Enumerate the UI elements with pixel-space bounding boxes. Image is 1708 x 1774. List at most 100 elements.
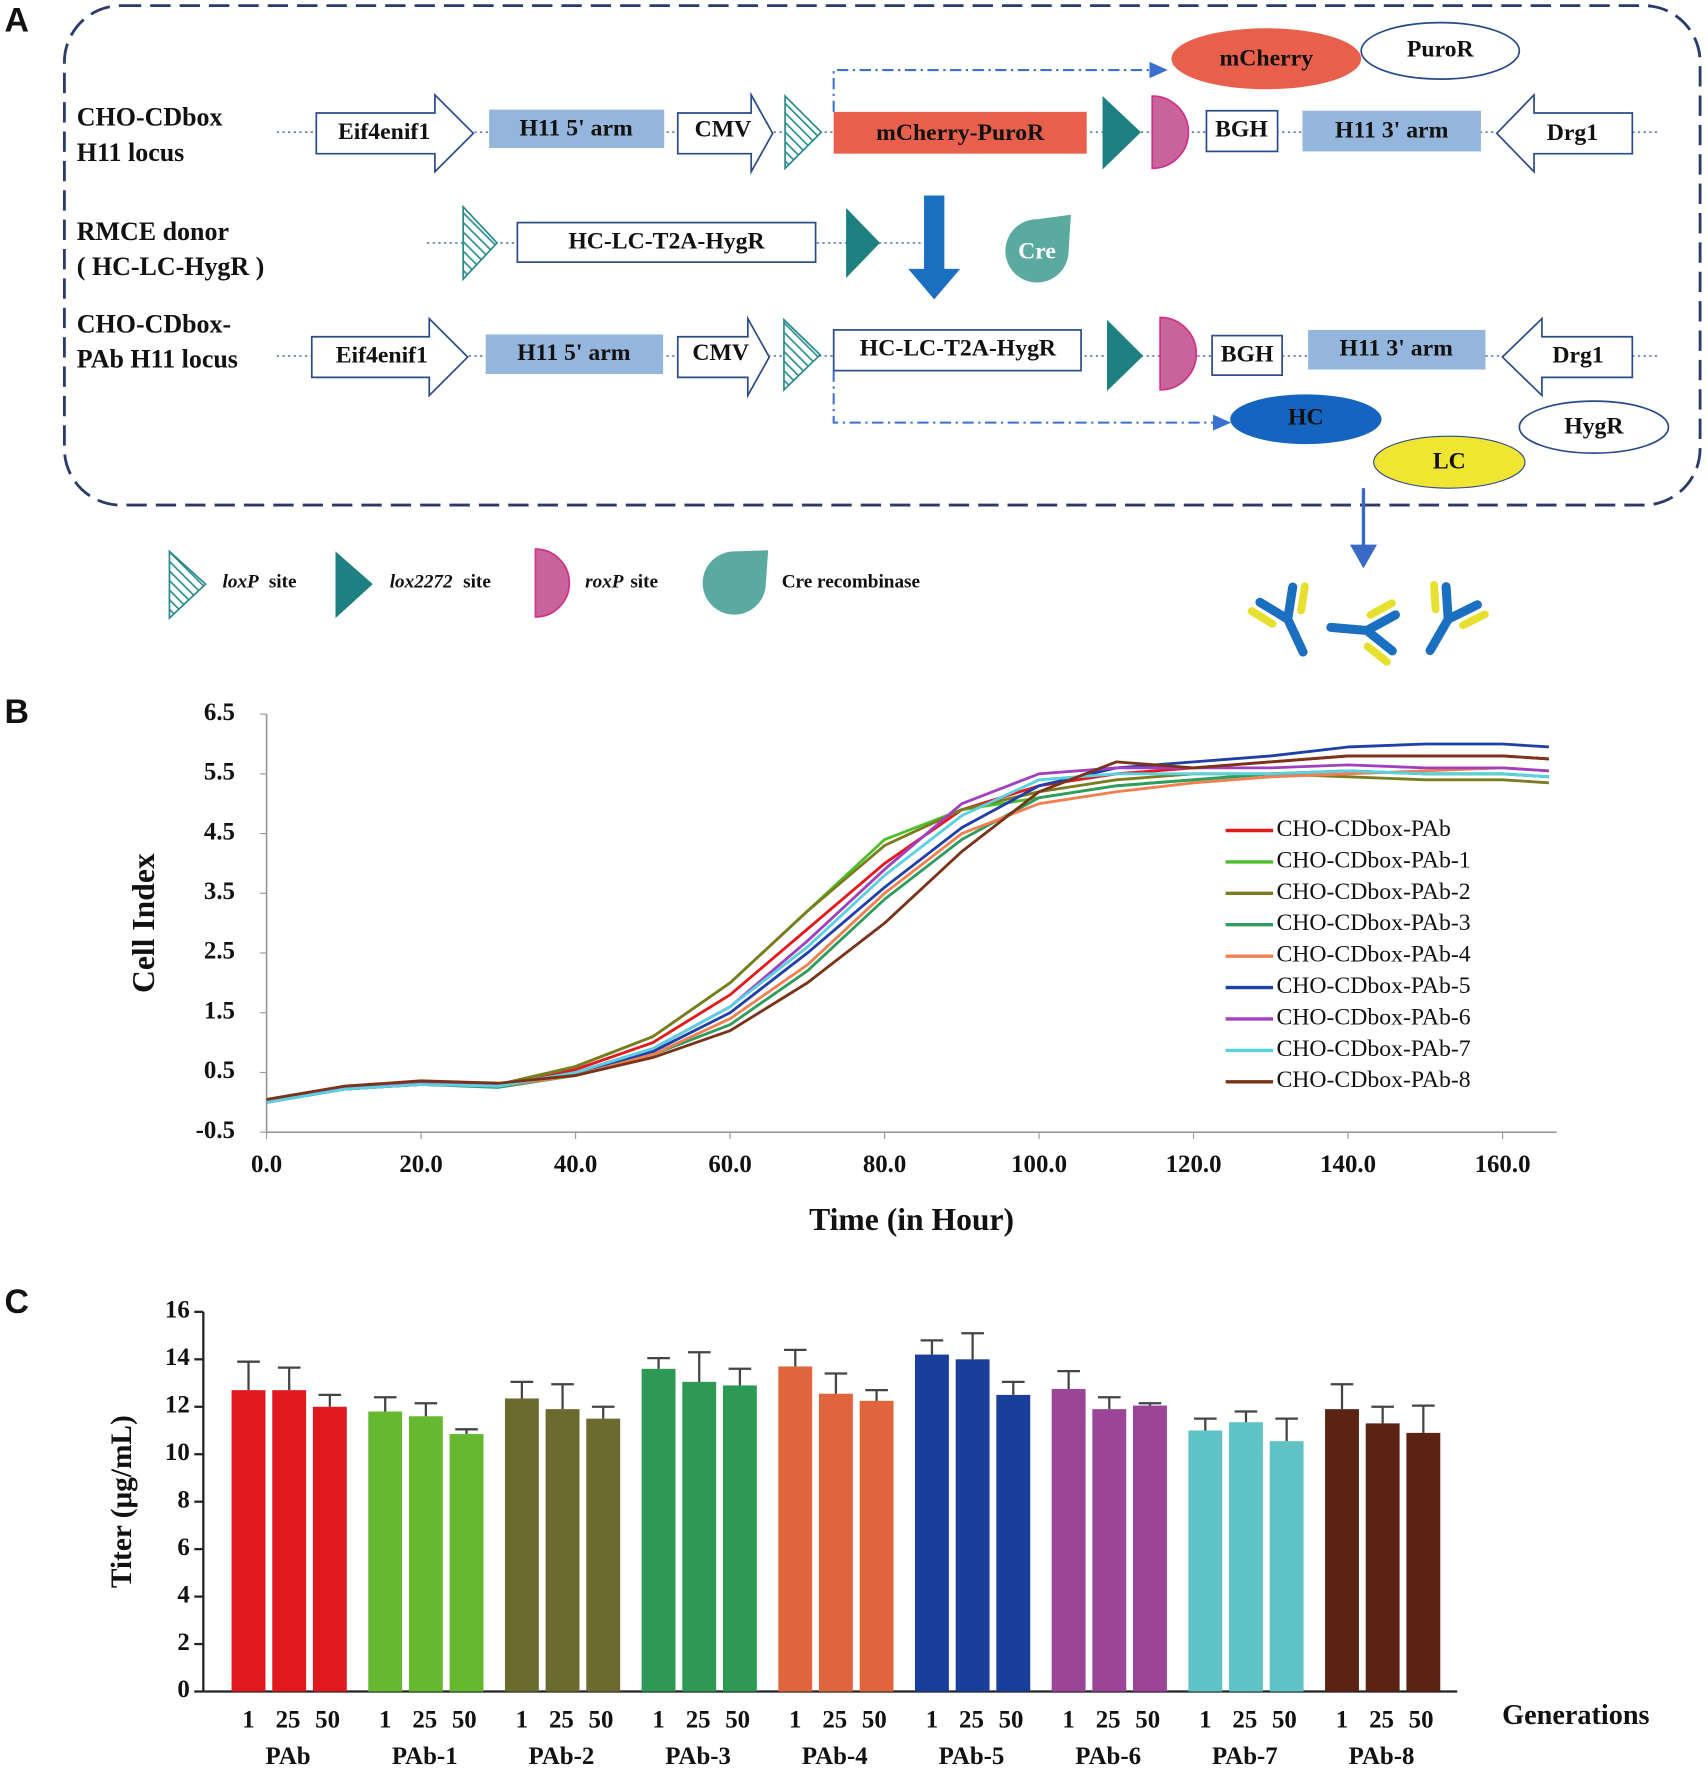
legend-label: site (269, 571, 297, 592)
error-bar (1412, 1404, 1435, 1433)
series-line (266, 754, 1549, 1101)
element-label: H11 3' arm (1335, 118, 1449, 144)
bar (1092, 1409, 1127, 1692)
element-label: Drg1 (1547, 120, 1598, 146)
frame (62, 4, 1702, 507)
element-label: H11 5' arm (517, 340, 631, 366)
cre-icon (1005, 214, 1071, 283)
x-tick-label: 50 (725, 1707, 750, 1734)
bar (1133, 1405, 1167, 1692)
lox2272-site (1107, 319, 1144, 391)
x-tick-label: 25 (959, 1707, 984, 1734)
promoter-arrow (676, 315, 771, 399)
loxp-site (784, 93, 823, 171)
x-tick-label: 20.0 (399, 1151, 442, 1178)
y-axis-label: Titer (μg/mL) (106, 1415, 138, 1588)
legend-symbol (335, 551, 373, 619)
error-bar (510, 1380, 534, 1399)
legend-label: CHO-CDbox-PAb-5 (1276, 973, 1470, 999)
error-bar (1138, 1402, 1162, 1406)
error-bar (277, 1366, 301, 1391)
bar (312, 1406, 347, 1692)
bar (1051, 1388, 1086, 1692)
error-bar (1194, 1417, 1217, 1431)
x-tick-label: 25 (549, 1707, 574, 1734)
bar (1365, 1423, 1400, 1692)
x-tick-label: 1 (242, 1707, 254, 1734)
x-tick-label: 50 (589, 1707, 614, 1734)
error-bar (728, 1367, 752, 1386)
loxp-site (462, 204, 499, 282)
cassette (833, 111, 1087, 154)
legend-label: loxP (223, 571, 260, 592)
legend-label: CHO-CDbox-PAb-4 (1276, 942, 1470, 968)
element-label: BGH (1215, 117, 1268, 143)
element-label: H11 3' arm (1340, 336, 1454, 362)
element-label: HC-LC-T2A-HygR (568, 228, 765, 254)
element-box (1211, 334, 1283, 376)
x-tick-label: 1 (1199, 1707, 1211, 1734)
y-tick-label: 2.5 (204, 938, 235, 965)
group-label: PAb-4 (802, 1743, 868, 1770)
x-tick-label: 140.0 (1320, 1151, 1376, 1178)
x-tick-label: 50 (862, 1707, 887, 1734)
bar (682, 1381, 717, 1692)
group-label: PAb-6 (1075, 1743, 1141, 1770)
x-tick-label: 0.0 (251, 1151, 282, 1178)
product-label: mCherry (1220, 45, 1314, 71)
y-tick-label: -0.5 (196, 1117, 235, 1144)
error-bar (551, 1383, 574, 1410)
element-box (1205, 109, 1279, 153)
bar (1269, 1441, 1304, 1692)
loxp-site (783, 317, 822, 392)
x-tick-label: 25 (1232, 1707, 1257, 1734)
legend-label: CHO-CDbox-PAb-6 (1276, 1004, 1470, 1030)
element-label: Drg1 (1552, 342, 1603, 368)
gene-arrow (1495, 92, 1634, 174)
bar (818, 1393, 853, 1692)
bar (1188, 1430, 1223, 1692)
element-label: mCherry-PuroR (876, 120, 1045, 146)
x-tick-label: 25 (276, 1707, 301, 1734)
x-tick-label: 50 (1409, 1707, 1434, 1734)
element-box (832, 329, 1082, 372)
x-tick-label: 50 (1272, 1707, 1297, 1734)
homology-arm (1302, 110, 1481, 152)
diagram-legend: loxP site lox2272 site roxP site Cre rec… (168, 548, 921, 621)
error-bar (865, 1389, 888, 1401)
legend-label: Cre recombinase (782, 571, 921, 592)
product (1373, 435, 1526, 489)
x-axis-label: Generations (1502, 1700, 1649, 1731)
y-axis-label: Cell Index (126, 853, 161, 993)
legend-label: site (630, 571, 658, 592)
x-tick-label: 25 (822, 1707, 847, 1734)
element-label: CMV (695, 117, 752, 143)
legend-label: site (463, 571, 491, 592)
homology-arm (485, 334, 664, 375)
group-label: PAb-8 (1349, 1743, 1415, 1770)
y-tick-label: 0.5 (204, 1057, 235, 1084)
row-label: CHO-CDbox- (77, 310, 231, 339)
element-label: BGH (1221, 341, 1274, 367)
error-bar (1234, 1410, 1258, 1423)
error-bar (1371, 1405, 1394, 1424)
x-tick-label: 1 (516, 1707, 528, 1734)
bar (231, 1390, 266, 1692)
error-bar (687, 1351, 711, 1382)
product-label: PuroR (1407, 36, 1475, 62)
gene-arrow (1501, 316, 1634, 398)
y-tick-label: 16 (165, 1297, 190, 1324)
legend-label: lox2272 (390, 571, 453, 592)
y-tick-label: 5.5 (204, 759, 235, 786)
y-tick-label: 8 (177, 1486, 189, 1513)
x-tick-label: 1 (379, 1707, 391, 1734)
lox2272-site (846, 207, 880, 278)
error-bar (591, 1405, 615, 1419)
expression-arrow (832, 61, 1168, 112)
product-label: LC (1433, 449, 1466, 475)
x-tick-label: 50 (999, 1707, 1024, 1734)
x-tick-label: 1 (1336, 1707, 1348, 1734)
x-tick-label: 25 (1369, 1707, 1394, 1734)
row-label: H11 locus (77, 138, 185, 167)
